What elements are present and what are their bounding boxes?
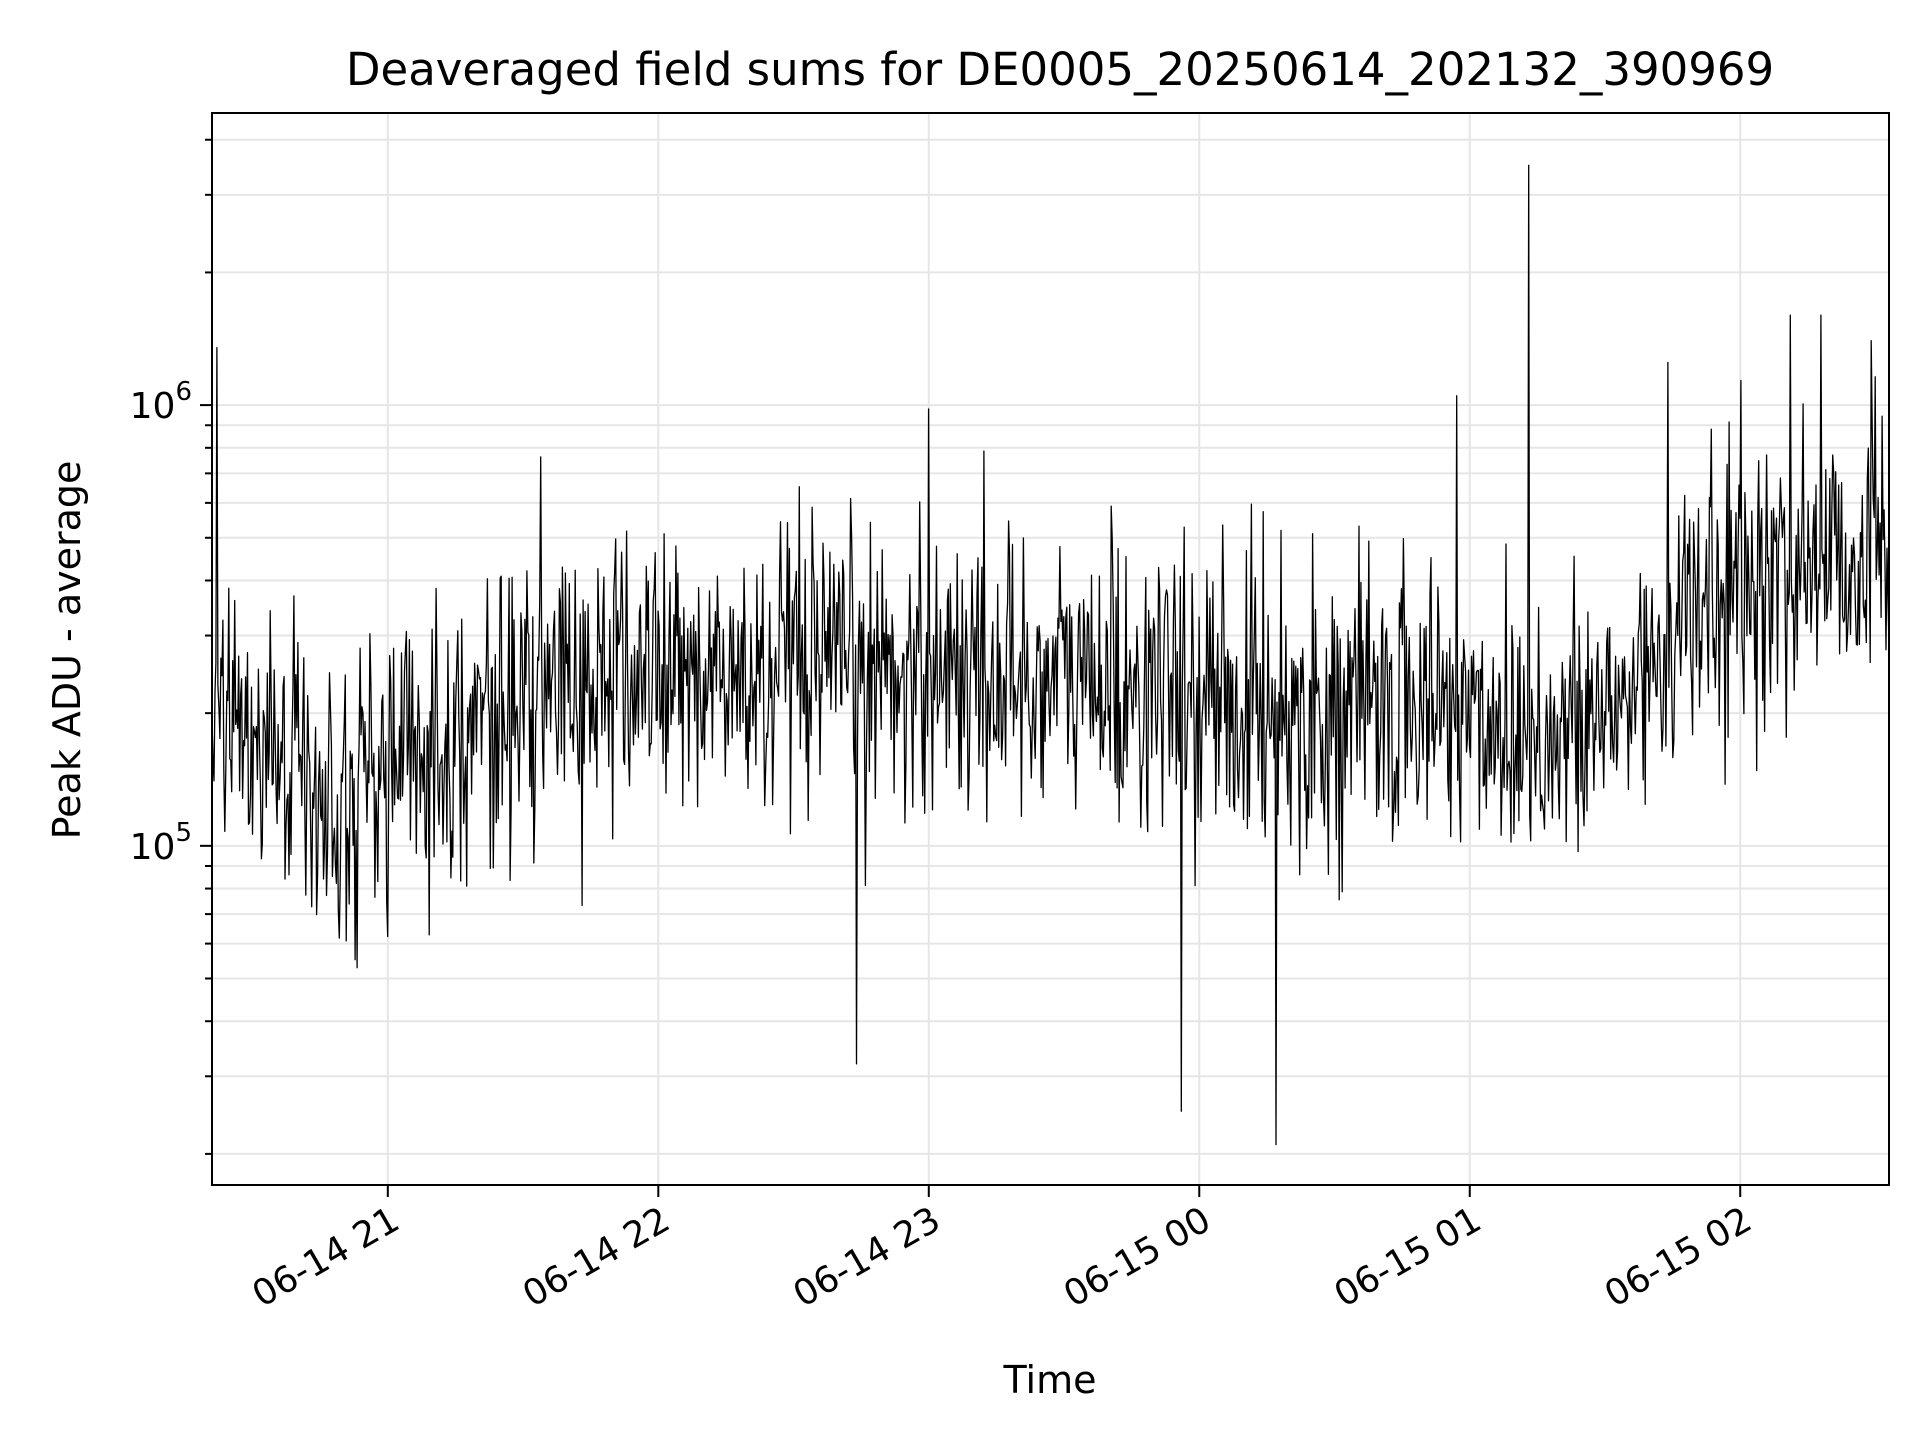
x-tick-label: 06-15 01 — [1328, 1199, 1489, 1315]
y-axis: 105 106 — [130, 138, 212, 1155]
y-axis-label: Peak ADU - average — [45, 461, 89, 840]
chart-title: Deaveraged field sums for DE0005_2025061… — [346, 43, 1774, 96]
y-tick-label: 106 — [130, 377, 192, 427]
data-series — [211, 164, 1890, 1146]
x-tick-label: 06-14 21 — [246, 1199, 407, 1315]
plot-frame — [211, 112, 1890, 1186]
x-tick-label: 06-14 22 — [516, 1199, 677, 1315]
y-tick-label: 105 — [130, 818, 192, 868]
series-line — [211, 164, 1890, 1146]
grid — [212, 113, 1889, 1185]
x-axis-label: Time — [1003, 1358, 1097, 1402]
x-tick-label: 06-15 00 — [1057, 1199, 1218, 1315]
x-axis: 06-14 21 06-14 22 06-14 23 06-15 00 06-15 01… — [246, 1185, 1759, 1316]
x-tick-label: 06-14 23 — [787, 1199, 948, 1315]
x-tick-label: 06-15 02 — [1598, 1199, 1759, 1315]
